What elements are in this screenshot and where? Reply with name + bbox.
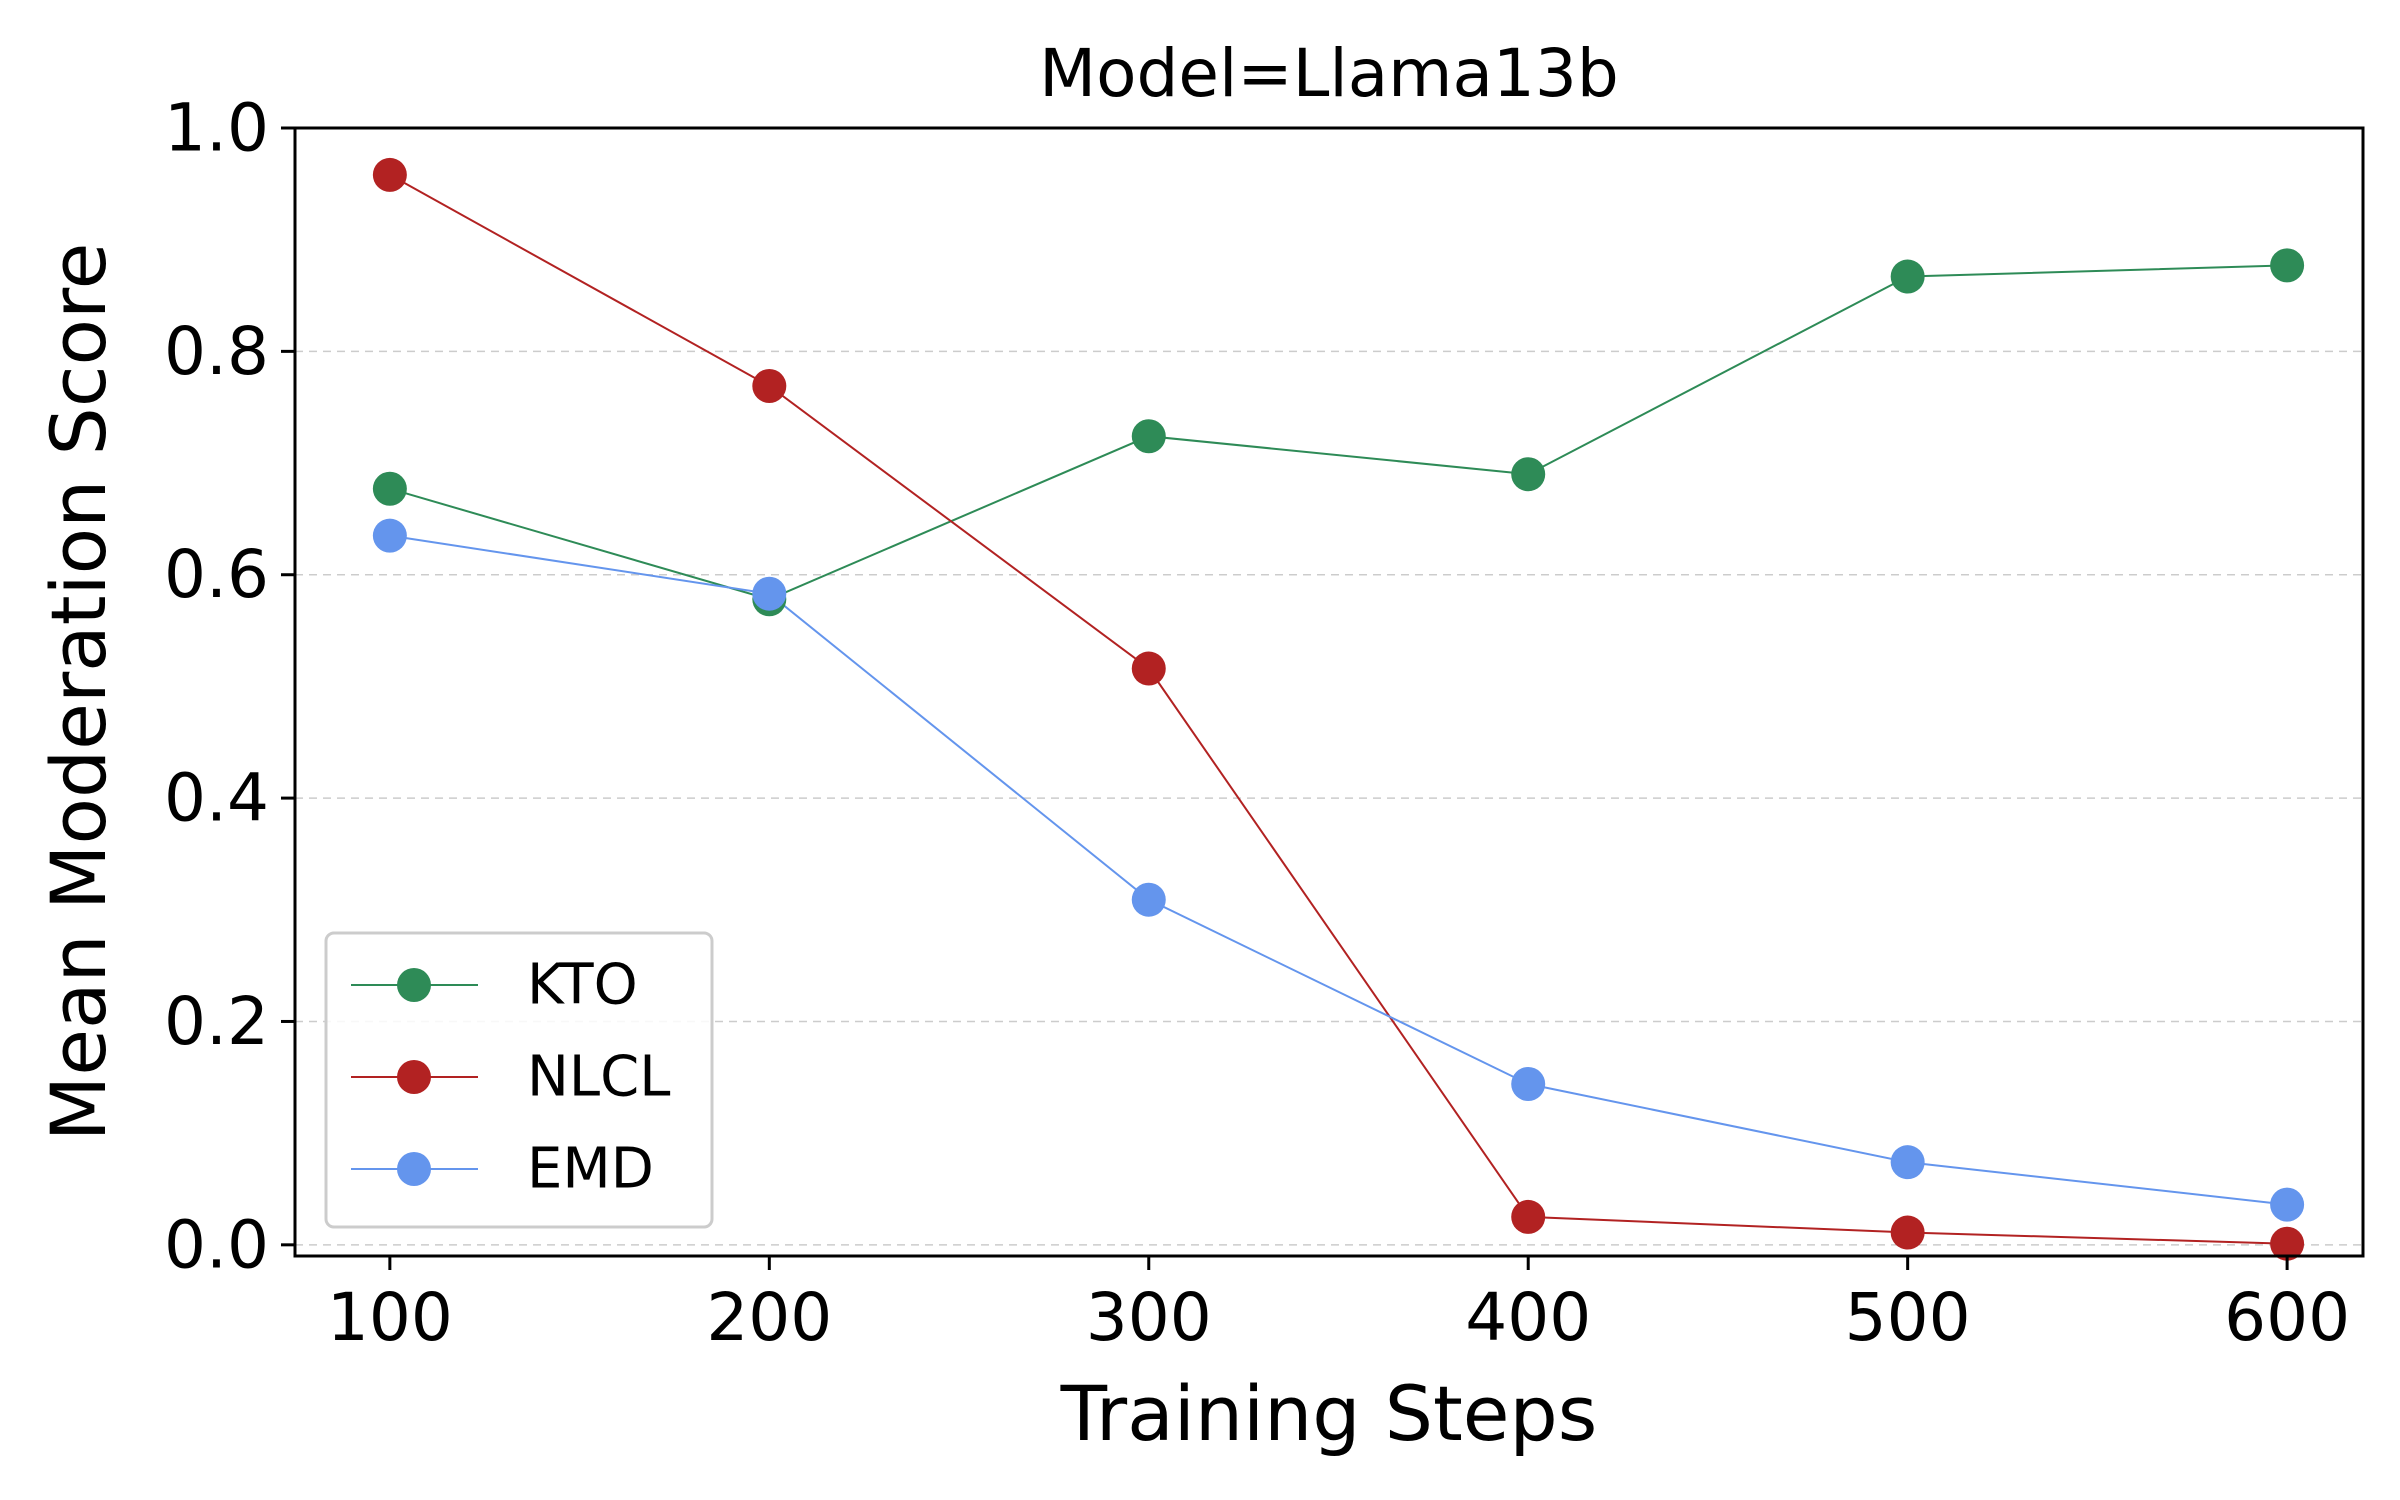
x-axis-label: Training Steps [1060,1369,1598,1458]
y-tick-label: 0.8 [164,313,269,390]
y-tick-label: 0.4 [164,760,269,837]
y-tick-label: 0.6 [164,536,269,613]
data-point-emd [1890,1145,1925,1180]
chart-title: Model=Llama13b [1039,35,1619,112]
legend-marker-nlcl [397,1060,431,1094]
x-tick-label: 100 [327,1279,453,1356]
data-point-nlcl [752,368,787,403]
data-point-kto [1890,259,1925,294]
data-point-emd [1511,1067,1546,1102]
x-tick-label: 400 [1465,1279,1591,1356]
series-line-kto [389,264,2288,601]
series-line-emd [389,534,2288,1206]
x-tick-label: 300 [1086,1279,1212,1356]
x-tick-label: 600 [2224,1279,2350,1356]
y-axis-ticks: 0.0 0.2 0.4 0.6 0.8 1.0 [164,90,295,1283]
y-tick-label: 0.2 [164,983,269,1060]
legend-label-nlcl: NLCL [527,1045,670,1110]
data-point-nlcl [1511,1199,1546,1234]
legend: KTO NLCL EMD [324,931,714,1229]
data-point-emd [1131,882,1166,917]
y-axis-label: Mean Moderation Score [34,243,123,1142]
legend-label-kto: KTO [527,953,638,1018]
data-point-nlcl [1890,1215,1925,1250]
series-line-nlcl [389,174,2288,1245]
legend-marker-emd [397,1152,431,1186]
data-point-kto [2270,248,2305,283]
series-lines [389,174,2288,1245]
data-point-emd [372,518,407,553]
data-point-nlcl [1131,651,1166,686]
x-tick-label: 200 [706,1279,832,1356]
legend-marker-kto [397,968,431,1002]
plot-area-frame [293,126,2365,1258]
data-point-emd [2270,1187,2305,1222]
y-tick-label: 1.0 [164,90,269,167]
data-point-nlcl [2270,1226,2305,1261]
data-point-kto [1511,457,1546,492]
legend-box [324,931,714,1229]
data-point-kto [1131,419,1166,454]
data-point-kto [372,471,407,506]
legend-label-emd: EMD [527,1137,654,1202]
data-point-emd [752,576,787,611]
data-point-nlcl [372,157,407,192]
series-points [372,157,2305,1261]
x-tick-label: 500 [1845,1279,1971,1356]
x-axis-ticks: 100 200 300 400 500 600 [327,1256,2350,1356]
y-tick-label: 0.0 [164,1206,269,1283]
